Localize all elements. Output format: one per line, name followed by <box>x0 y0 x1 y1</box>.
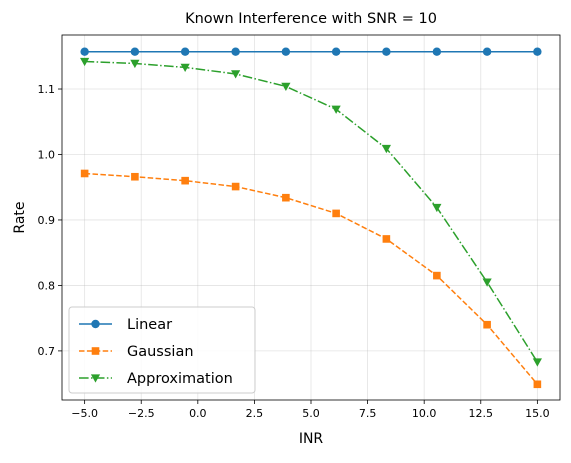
y-axis-ticks: 0.7 0.8 0.9 1.0 1.1 <box>38 83 62 358</box>
legend-marker-gaussian <box>91 347 100 355</box>
x-tick-label: 5.0 <box>302 407 320 420</box>
y-tick-label: 0.8 <box>38 279 56 292</box>
data-point-linear <box>281 47 291 56</box>
y-tick-label: 0.7 <box>38 345 56 358</box>
data-point-approximation <box>381 144 391 154</box>
series-linear <box>80 47 542 56</box>
y-axis-label: Rate <box>12 201 28 233</box>
data-point-linear <box>482 47 492 56</box>
data-point-linear <box>180 47 190 56</box>
legend-marker-linear <box>91 319 100 329</box>
x-tick-label: 10.0 <box>412 407 437 420</box>
data-point-linear <box>432 47 442 56</box>
x-tick-label: 2.5 <box>246 407 264 420</box>
data-point-gaussian <box>483 320 491 329</box>
grid-layer <box>62 35 560 400</box>
data-point-gaussian <box>181 176 189 185</box>
data-point-gaussian <box>231 182 240 191</box>
chart-title: Known Interference with SNR = 10 <box>185 11 437 27</box>
legend-box <box>68 306 256 394</box>
data-point-approximation <box>80 57 90 67</box>
legend: Linear Gaussian Approximation <box>68 306 256 394</box>
legend-label-linear: Linear <box>127 317 172 333</box>
data-point-approximation <box>281 82 291 91</box>
y-tick-label: 1.0 <box>38 148 56 161</box>
data-point-approximation <box>532 358 542 367</box>
legend-marker-approximation <box>90 374 101 383</box>
series-line-gaussian <box>84 172 538 385</box>
x-tick-label: 15.0 <box>525 407 550 420</box>
data-point-gaussian <box>382 235 391 243</box>
data-point-linear <box>331 47 341 56</box>
data-point-gaussian <box>282 193 290 202</box>
data-point-gaussian <box>332 209 340 218</box>
x-tick-label: −2.5 <box>128 407 155 420</box>
data-point-gaussian <box>80 169 89 178</box>
legend-label-gaussian: Gaussian <box>127 344 194 360</box>
y-tick-label: 0.9 <box>38 214 56 227</box>
x-axis-label: INR <box>299 431 324 447</box>
data-point-gaussian <box>131 172 139 181</box>
data-point-linear <box>80 47 89 56</box>
data-point-linear <box>533 47 542 56</box>
x-tick-label: −5.0 <box>71 407 98 420</box>
data-point-approximation <box>130 59 140 69</box>
x-axis-ticks: −5.0 −2.5 0.0 2.5 5.0 7.5 10.0 12.5 15.0 <box>71 400 550 420</box>
data-point-gaussian <box>533 380 542 389</box>
data-point-approximation <box>482 278 492 287</box>
series-line-approximation <box>84 60 538 363</box>
data-point-approximation <box>231 70 241 79</box>
data-point-linear <box>130 47 140 56</box>
data-point-linear <box>382 47 391 56</box>
data-point-gaussian <box>433 271 441 280</box>
series-gaussian <box>80 169 542 389</box>
series-approximation <box>80 57 542 367</box>
x-tick-label: 0.0 <box>189 407 207 420</box>
x-tick-label: 7.5 <box>359 407 377 420</box>
data-point-linear <box>231 47 240 56</box>
x-tick-label: 12.5 <box>469 407 494 420</box>
data-point-approximation <box>180 63 190 73</box>
data-point-approximation <box>432 203 442 213</box>
legend-label-approximation: Approximation <box>127 371 233 387</box>
series-layer <box>80 47 542 389</box>
data-point-approximation <box>331 105 341 114</box>
y-tick-label: 1.1 <box>38 83 56 96</box>
